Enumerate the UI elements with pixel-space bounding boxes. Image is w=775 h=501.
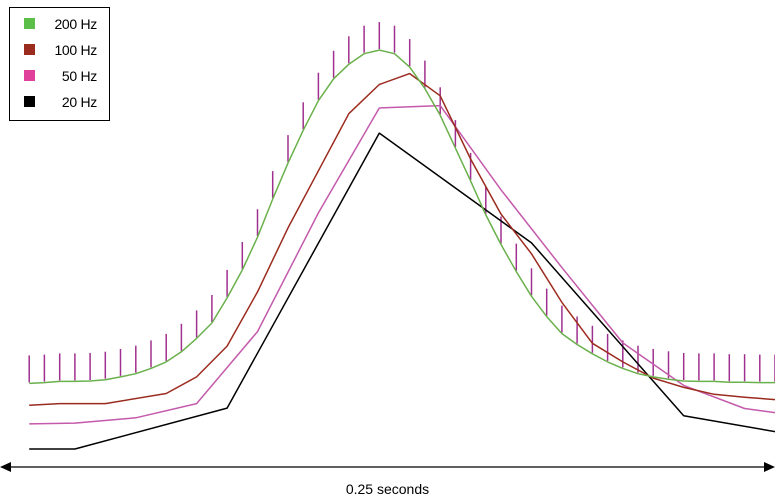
pulse-markers	[28, 22, 775, 383]
duration-label: 0.25 seconds	[345, 481, 430, 497]
legend-swatch	[24, 18, 35, 29]
series-line	[29, 132, 775, 450]
legend-label: 50 Hz	[61, 68, 97, 84]
legend-item: 20 Hz	[10, 92, 109, 112]
duration-arrow	[0, 462, 775, 472]
legend-swatch	[24, 70, 35, 81]
legend-item: 50 Hz	[10, 66, 109, 86]
duration-arrow-left-head	[0, 462, 11, 472]
legend-label: 200 Hz	[54, 16, 97, 32]
legend-swatch	[24, 96, 35, 107]
series-line	[29, 72, 775, 407]
series-line	[29, 49, 775, 385]
series-line	[29, 104, 775, 425]
legend-swatch	[24, 44, 35, 55]
series-lines	[29, 49, 775, 450]
legend-label: 20 Hz	[61, 94, 97, 110]
legend-item: 200 Hz	[10, 14, 109, 34]
legend-label: 100 Hz	[54, 42, 97, 58]
legend-item: 100 Hz	[10, 40, 109, 60]
legend: 200 Hz 100 Hz 50 Hz 20 Hz	[9, 7, 110, 121]
duration-arrow-right-head	[764, 462, 775, 472]
